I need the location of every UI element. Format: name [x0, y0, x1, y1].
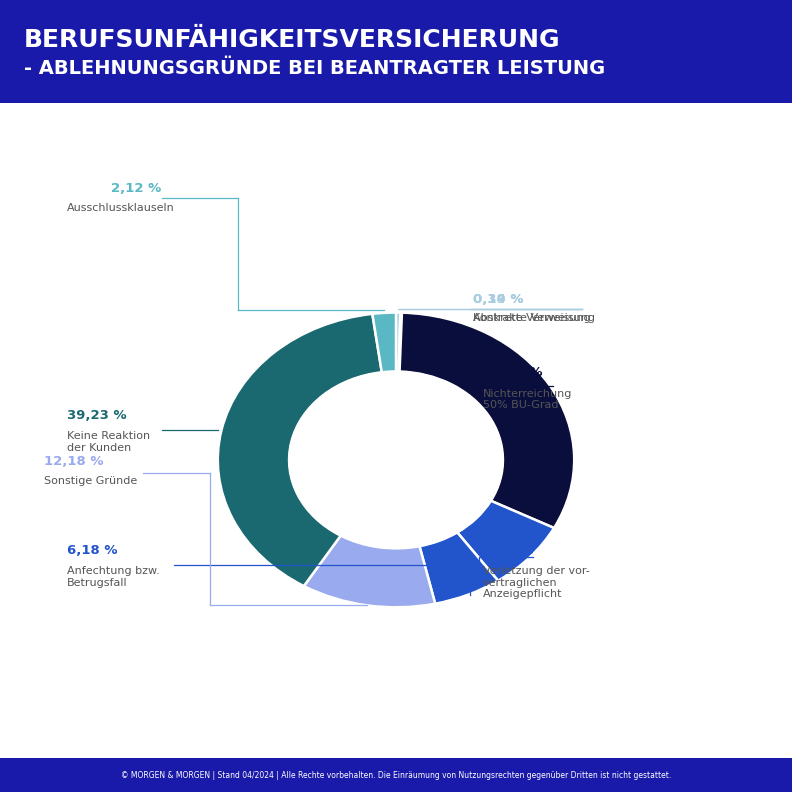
Text: Nichterreichung
50% BU-Grad: Nichterreichung 50% BU-Grad: [483, 389, 573, 410]
Text: 0,14 %: 0,14 %: [473, 293, 524, 306]
Wedge shape: [420, 532, 498, 604]
Text: 2,12 %: 2,12 %: [111, 181, 161, 195]
Text: Keine Reaktion
der Kunden: Keine Reaktion der Kunden: [67, 431, 150, 453]
Wedge shape: [399, 313, 574, 528]
Text: Abstrakte Verweisung: Abstrakte Verweisung: [473, 313, 595, 322]
Text: Konkrete Verweisung: Konkrete Verweisung: [473, 313, 591, 322]
Text: 0,39 %: 0,39 %: [473, 293, 524, 306]
Wedge shape: [457, 501, 554, 581]
Text: © MORGEN & MORGEN | Stand 04/2024 | Alle Rechte vorbehalten. Die Einräumung von : © MORGEN & MORGEN | Stand 04/2024 | Alle…: [121, 771, 671, 780]
Text: Anfechtung bzw.
Betrugsfall: Anfechtung bzw. Betrugsfall: [67, 566, 160, 588]
Text: Ausschlussklauseln: Ausschlussklauseln: [67, 204, 175, 213]
Wedge shape: [396, 313, 401, 371]
Text: Sonstige Gründe: Sonstige Gründe: [44, 476, 137, 486]
Wedge shape: [398, 313, 402, 371]
Text: BERUFSUNFÄHIGKEITSVERSICHERUNG: BERUFSUNFÄHIGKEITSVERSICHERUNG: [24, 28, 561, 51]
Text: Verletzung der vor-
vertraglichen
Anzeigepflicht: Verletzung der vor- vertraglichen Anzeig…: [483, 566, 590, 600]
Wedge shape: [372, 313, 396, 372]
Text: 7,65 %: 7,65 %: [483, 544, 534, 557]
Wedge shape: [304, 535, 435, 607]
Text: 32,11 %: 32,11 %: [483, 366, 543, 379]
Text: - ABLEHNUNGSGRÜNDE BEI BEANTRAGTER LEISTUNG: - ABLEHNUNGSGRÜNDE BEI BEANTRAGTER LEIST…: [24, 59, 605, 78]
Circle shape: [289, 371, 503, 548]
Text: 12,18 %: 12,18 %: [44, 455, 103, 468]
Wedge shape: [218, 314, 382, 586]
Text: 6,18 %: 6,18 %: [67, 544, 118, 557]
Text: 39,23 %: 39,23 %: [67, 409, 127, 422]
